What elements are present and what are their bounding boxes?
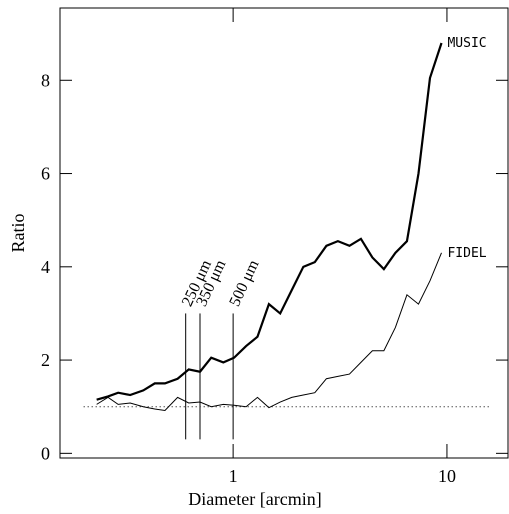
series-label: FIDEL (447, 246, 486, 261)
y-axis-label: Ratio (8, 214, 28, 253)
marker-label: 500 μm (226, 257, 262, 309)
y-tick-label: 8 (41, 70, 50, 90)
x-axis-label: Diameter [arcmin] (188, 489, 321, 509)
series-line (96, 42, 443, 401)
x-tick-label: 10 (438, 466, 456, 486)
series-label: MUSIC (447, 36, 486, 51)
y-tick-label: 2 (41, 350, 50, 370)
plot-frame (59, 7, 509, 459)
x-tick-label: 1 (229, 466, 238, 486)
y-tick-label: 4 (41, 257, 50, 277)
series-line (96, 252, 442, 411)
y-tick-label: 0 (41, 443, 50, 463)
y-tick-label: 6 (41, 164, 50, 184)
